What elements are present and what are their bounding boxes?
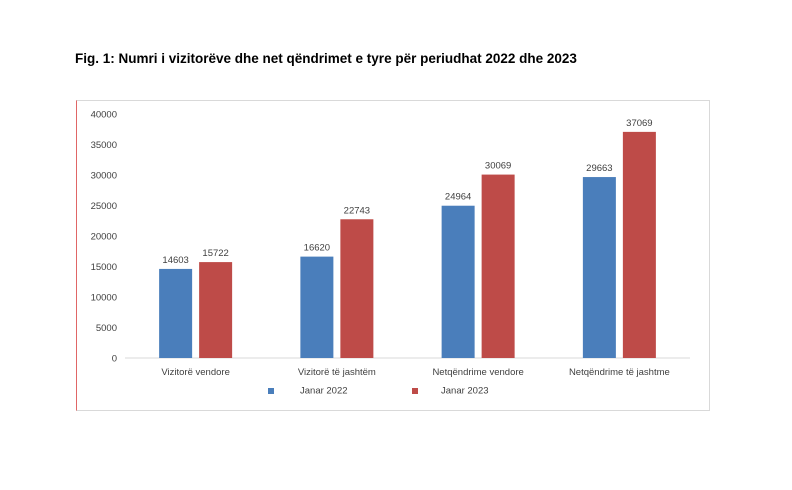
legend-label: Janar 2022 <box>300 386 348 397</box>
y-tick-label: 25000 <box>91 201 117 212</box>
chart-frame <box>76 100 710 411</box>
x-category-label: Netqëndrime të jashtme <box>569 367 670 378</box>
bar <box>300 256 334 358</box>
legend-swatch <box>412 388 418 394</box>
data-label: 15722 <box>202 248 228 259</box>
bar <box>441 205 475 358</box>
y-tick-label: 0 <box>112 354 117 365</box>
figure-title: Fig. 1: Numri i vizitorëve dhe net qëndr… <box>75 51 577 66</box>
data-label: 22743 <box>344 205 370 216</box>
data-label: 24964 <box>445 192 471 203</box>
bar <box>481 174 515 358</box>
legend-label: Janar 2023 <box>441 386 489 397</box>
x-category-label: Vizitorë vendore <box>161 367 229 378</box>
x-category-label: Vizitorë të jashtëm <box>298 367 376 378</box>
y-tick-label: 40000 <box>91 110 117 121</box>
bar <box>622 131 656 358</box>
y-tick-label: 30000 <box>91 171 117 182</box>
bar <box>582 177 616 358</box>
data-label: 37069 <box>626 118 652 129</box>
y-tick-label: 20000 <box>91 232 117 243</box>
data-label: 30069 <box>485 161 511 172</box>
data-label: 29663 <box>586 163 612 174</box>
data-label: 14603 <box>162 255 188 266</box>
bar <box>159 268 193 358</box>
x-category-label: Netqëndrime vendore <box>432 367 523 378</box>
y-tick-label: 5000 <box>96 323 117 334</box>
legend-swatch <box>268 388 274 394</box>
y-tick-label: 35000 <box>91 140 117 151</box>
y-tick-label: 15000 <box>91 262 117 273</box>
y-tick-label: 10000 <box>91 293 117 304</box>
data-label: 16620 <box>304 243 330 254</box>
bar <box>340 219 374 358</box>
bar <box>199 262 233 358</box>
